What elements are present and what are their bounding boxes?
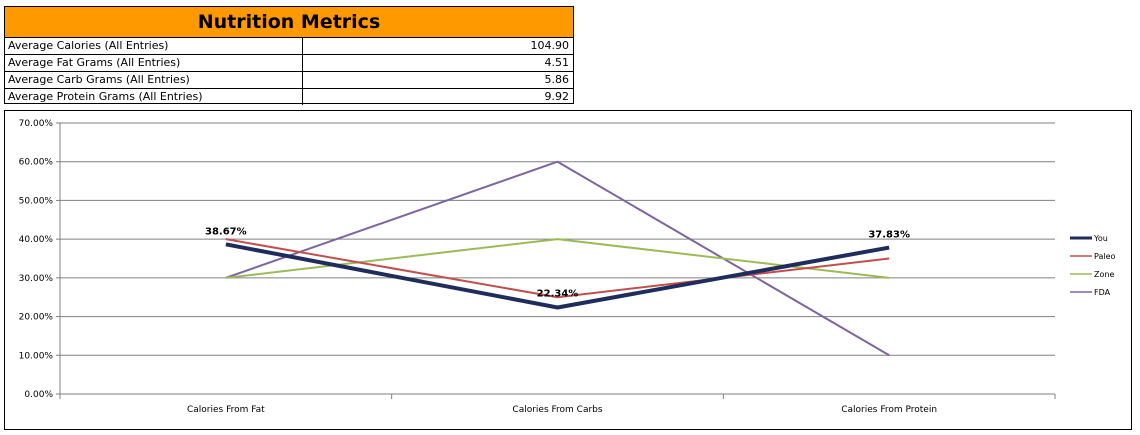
y-tick-label: 40.00%	[19, 235, 54, 245]
data-label: 38.67%	[205, 226, 247, 237]
series-line-you	[225, 242, 890, 310]
legend-label-fda: FDA	[1094, 288, 1111, 297]
x-tick-label: Calories From Protein	[841, 405, 937, 415]
y-tick-label: 60.00%	[19, 158, 54, 168]
y-tick-label: 10.00%	[19, 351, 54, 361]
x-tick-label: Calories From Carbs	[512, 405, 602, 415]
data-label: 22.34%	[537, 289, 579, 300]
x-tick-label: Calories From Fat	[187, 405, 265, 415]
series-line-fda	[225, 160, 890, 357]
chart-area	[4, 110, 1132, 430]
legend-label-zone: Zone	[1094, 270, 1114, 279]
legend-label-you: You	[1093, 234, 1108, 243]
metrics-title: Nutrition Metrics	[5, 7, 573, 38]
y-tick-label: 0.00%	[24, 390, 53, 400]
series-line-zone	[225, 238, 890, 279]
metric-label: Average Calories (All Entries)	[7, 38, 303, 54]
data-label: 37.83%	[868, 230, 910, 241]
series-line-paleo	[225, 238, 890, 299]
y-tick-label: 70.00%	[19, 119, 54, 129]
metric-label: Average Fat Grams (All Entries)	[7, 55, 303, 71]
metric-label: Average Carb Grams (All Entries)	[7, 72, 303, 88]
metric-value: 4.51	[544, 56, 570, 69]
metric-label: Average Protein Grams (All Entries)	[7, 89, 303, 105]
metric-value: 5.86	[544, 73, 570, 86]
legend-label-paleo: Paleo	[1094, 252, 1116, 261]
nutrition-metrics-table: Nutrition Metrics Average Calories (All …	[4, 6, 574, 105]
y-tick-label: 30.00%	[19, 274, 54, 284]
y-tick-label: 50.00%	[19, 196, 54, 206]
metric-value: 9.92	[544, 90, 570, 103]
metric-row: Average Carb Grams (All Entries) 5.86	[5, 72, 573, 89]
metric-row: Average Protein Grams (All Entries) 9.92	[5, 89, 573, 105]
y-tick-label: 20.00%	[19, 313, 54, 323]
metric-row: Average Fat Grams (All Entries) 4.51	[5, 55, 573, 72]
metric-value: 104.90	[530, 39, 570, 52]
metric-row: Average Calories (All Entries) 104.90	[5, 38, 573, 55]
